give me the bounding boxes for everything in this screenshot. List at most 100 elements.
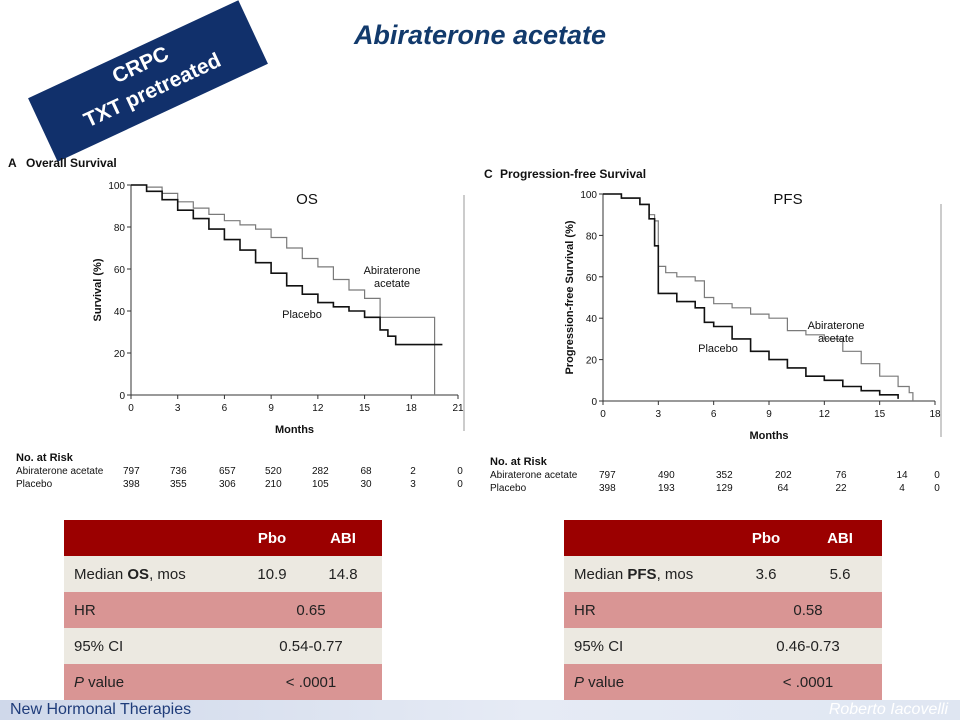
os-x-tick-label: 15 [359,403,371,414]
pfs-table-header-blank [564,520,734,556]
os-risk-group-label: Placebo [16,479,53,490]
os-risk-count: 0 [457,479,463,490]
os-y-tick-label: 20 [114,349,126,360]
pfs-risk-count: 193 [658,483,675,494]
pfs-median-label: Median PFS, mos [564,556,734,592]
os-table-header-pbo: Pbo [240,520,304,556]
pfs-series-label-abiraterone-line2: acetate [818,333,854,345]
pfs-risk-group-label: Placebo [490,483,527,494]
os-risk-count: 2 [410,466,416,477]
os-risk-count: 797 [123,466,140,477]
pfs-risk-header: No. at Risk [490,456,547,468]
pfs-table-header-pbo: Pbo [734,520,798,556]
pfs-risk-count: 129 [716,483,733,494]
os-hr-value: 0.65 [240,592,382,628]
pfs-median-abi: 5.6 [798,556,882,592]
os-risk-count: 306 [219,479,236,490]
pfs-x-tick-label: 6 [711,409,717,420]
os-median-label: Median OS, mos [64,556,240,592]
os-table-header-blank [64,520,240,556]
pfs-x-tick-label: 18 [929,409,941,420]
pfs-risk-count: 490 [658,470,675,481]
os-risk-count: 30 [360,479,372,490]
os-chart: A Overall Survival OS 0 20 40 60 80 100 0 3 6 9 12… [8,156,465,436]
pfs-panel-letter: C [484,167,493,181]
pfs-risk-count: 22 [835,483,847,494]
os-median-pbo: 10.9 [240,556,304,592]
pfs-pvalue-label: P value [564,664,734,700]
os-hr-label: HR [64,592,240,628]
pfs-series-label-abiraterone-line1: Abiraterone [808,320,865,332]
pfs-x-tick-label: 12 [819,409,831,420]
pfs-x-tick-label: 0 [600,409,606,420]
os-series-label-abiraterone-line1: Abiraterone [364,265,421,277]
os-table-header-abi: ABI [304,520,382,556]
pfs-risk-row-abiraterone: Abiraterone acetate 797 490 352 202 76 14 0 [490,470,950,483]
pfs-y-tick-label: 100 [580,190,597,201]
pfs-hr-value: 0.58 [734,592,882,628]
os-x-tick-label: 0 [128,403,134,414]
os-y-tick-label: 80 [114,223,126,234]
os-x-tick-label: 21 [452,403,464,414]
pfs-x-tick-label: 9 [766,409,772,420]
pfs-risk-count: 398 [599,483,616,494]
pfs-risk-count: 64 [777,483,789,494]
os-pvalue-label: P value [64,664,240,700]
os-summary-table: Pbo ABI Median OS, mos 10.9 14.8 HR 0.65… [64,520,382,700]
os-series-label-abiraterone-line2: acetate [374,278,410,290]
pfs-y-tick-label: 40 [586,314,598,325]
os-series-abiraterone-line [131,184,436,395]
os-ci-label: 95% CI [64,628,240,664]
table-row: 95% CI 0.54-0.77 [64,628,382,664]
os-x-tick-label: 12 [312,403,324,414]
os-risk-count: 0 [457,466,463,477]
pfs-table-header-abi: ABI [798,520,882,556]
pfs-risk-count: 352 [716,470,733,481]
table-row: Median OS, mos 10.9 14.8 [64,556,382,592]
os-risk-count: 355 [170,479,187,490]
pfs-risk-table: No. at Risk Abiraterone acetate 797 490 352… [490,456,950,496]
footer-left-text: New Hormonal Therapies [10,701,192,718]
os-x-tick-label: 9 [268,403,274,414]
pfs-pvalue-value: < .0001 [734,664,882,700]
pfs-y-tick-label: 20 [586,356,598,367]
pfs-x-tick-label: 15 [874,409,886,420]
pfs-risk-row-placebo: Placebo 398 193 129 64 22 4 0 [490,483,950,496]
os-x-tick-label: 6 [222,403,228,414]
os-risk-row-abiraterone: Abiraterone acetate 797 736 657 520 282 68 2 0 [16,466,466,479]
pfs-series-abiraterone-line [603,193,914,401]
footer-bar: New Hormonal Therapies Roberto Iacovelli [0,700,960,720]
pfs-risk-count: 4 [899,483,905,494]
os-risk-count: 282 [312,466,329,477]
os-y-tick-label: 40 [114,307,126,318]
os-risk-count: 68 [360,466,372,477]
pfs-series-label-placebo: Placebo [698,343,738,355]
table-row: 95% CI 0.46-0.73 [564,628,882,664]
os-y-tick-label: 100 [108,181,125,192]
os-risk-count: 657 [219,466,236,477]
os-series-placebo-line [131,184,443,346]
os-series-label-placebo: Placebo [282,309,322,321]
os-risk-count: 105 [312,479,329,490]
os-risk-header: No. at Risk [16,452,73,464]
os-x-axis-label: Months [275,424,314,436]
os-ci-value: 0.54-0.77 [240,628,382,664]
pfs-y-axis-label: Progression-free Survival (%) [564,220,576,374]
table-row: HR 0.65 [64,592,382,628]
os-risk-row-placebo: Placebo 398 355 306 210 105 30 3 0 [16,479,466,492]
pfs-summary-table: Pbo ABI Median PFS, mos 3.6 5.6 HR 0.58 … [564,520,882,700]
pfs-series-placebo-line [603,193,899,399]
pfs-ci-value: 0.46-0.73 [734,628,882,664]
table-row: Median PFS, mos 3.6 5.6 [564,556,882,592]
os-panel-letter: A [8,156,17,170]
pfs-y-tick-label: 60 [586,273,598,284]
pfs-y-tick-label: 80 [586,231,598,242]
os-risk-count: 210 [265,479,282,490]
pfs-risk-count: 0 [934,483,940,494]
os-y-tick-label: 0 [119,391,125,402]
pfs-y-tick-label: 0 [591,397,597,408]
pfs-risk-count: 797 [599,470,616,481]
os-y-axis-label: Survival (%) [92,258,104,321]
table-row: P value < .0001 [64,664,382,700]
os-x-tick-label: 18 [406,403,418,414]
